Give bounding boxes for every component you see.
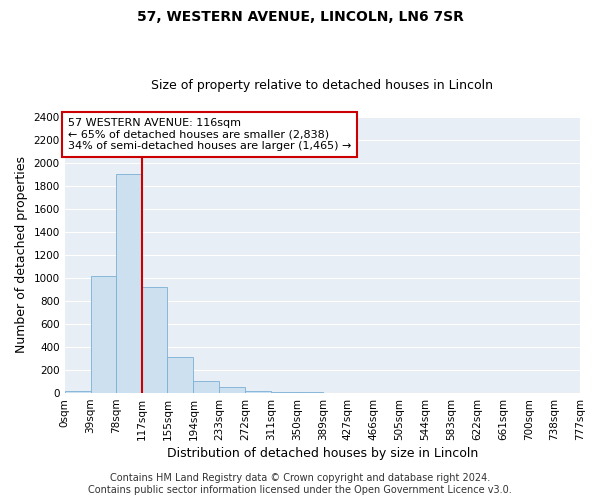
Text: 57 WESTERN AVENUE: 116sqm
← 65% of detached houses are smaller (2,838)
34% of se: 57 WESTERN AVENUE: 116sqm ← 65% of detac… bbox=[68, 118, 352, 151]
Bar bbox=[245, 391, 271, 393]
Bar bbox=[116, 174, 142, 393]
Bar bbox=[65, 391, 91, 393]
Bar bbox=[193, 381, 219, 393]
Y-axis label: Number of detached properties: Number of detached properties bbox=[15, 156, 28, 354]
X-axis label: Distribution of detached houses by size in Lincoln: Distribution of detached houses by size … bbox=[167, 447, 478, 460]
Title: Size of property relative to detached houses in Lincoln: Size of property relative to detached ho… bbox=[151, 79, 493, 92]
Text: Contains HM Land Registry data © Crown copyright and database right 2024.
Contai: Contains HM Land Registry data © Crown c… bbox=[88, 474, 512, 495]
Text: 57, WESTERN AVENUE, LINCOLN, LN6 7SR: 57, WESTERN AVENUE, LINCOLN, LN6 7SR bbox=[137, 10, 463, 24]
Bar bbox=[142, 287, 167, 393]
Bar bbox=[271, 392, 297, 393]
Bar bbox=[167, 357, 193, 393]
Bar bbox=[219, 388, 245, 393]
Bar bbox=[91, 276, 116, 393]
Bar bbox=[297, 392, 323, 393]
